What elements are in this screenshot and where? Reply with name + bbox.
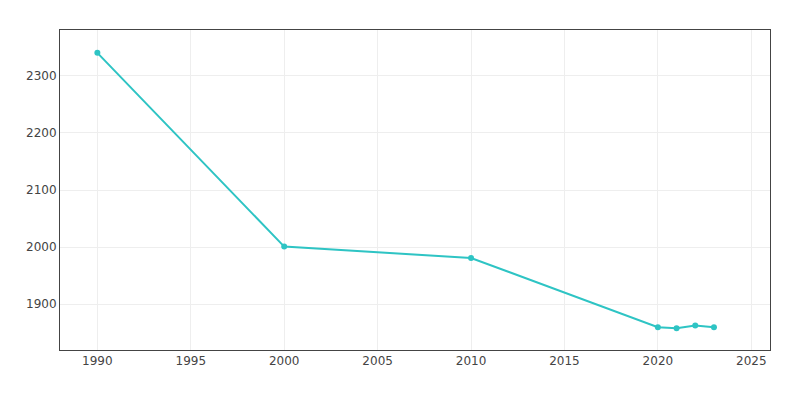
svg-text:2100: 2100	[26, 183, 57, 197]
svg-text:2300: 2300	[26, 69, 57, 83]
svg-text:1900: 1900	[26, 297, 57, 311]
svg-text:1995: 1995	[176, 354, 207, 368]
svg-text:2010: 2010	[456, 354, 487, 368]
svg-text:2005: 2005	[362, 354, 393, 368]
svg-text:2015: 2015	[549, 354, 580, 368]
svg-text:2000: 2000	[26, 240, 57, 254]
svg-text:1990: 1990	[82, 354, 113, 368]
svg-text:2200: 2200	[26, 126, 57, 140]
svg-text:2020: 2020	[643, 354, 674, 368]
svg-text:2000: 2000	[269, 354, 300, 368]
svg-text:2025: 2025	[736, 354, 767, 368]
